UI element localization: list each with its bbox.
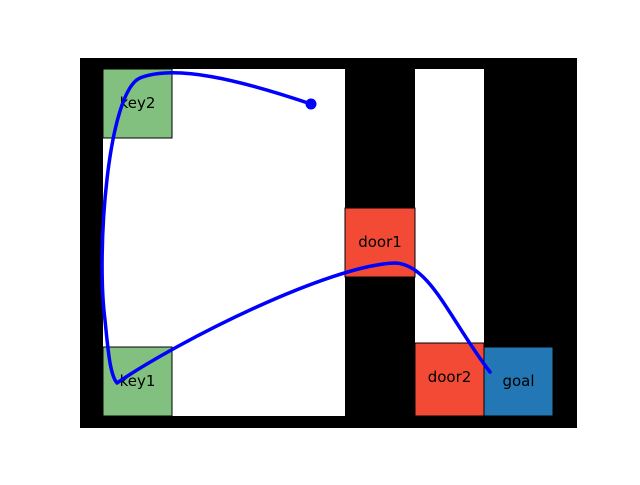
trajectory-end-marker xyxy=(305,98,317,110)
goal-label: goal xyxy=(502,372,534,390)
door1-label: door1 xyxy=(358,233,402,251)
key1-cell xyxy=(102,346,173,417)
key1-label: key1 xyxy=(120,372,156,390)
goal-cell xyxy=(483,346,554,417)
door2-label: door2 xyxy=(428,368,472,386)
trajectory-path xyxy=(100,71,492,385)
door2-cell xyxy=(414,342,485,417)
key2-label: key2 xyxy=(120,94,156,112)
